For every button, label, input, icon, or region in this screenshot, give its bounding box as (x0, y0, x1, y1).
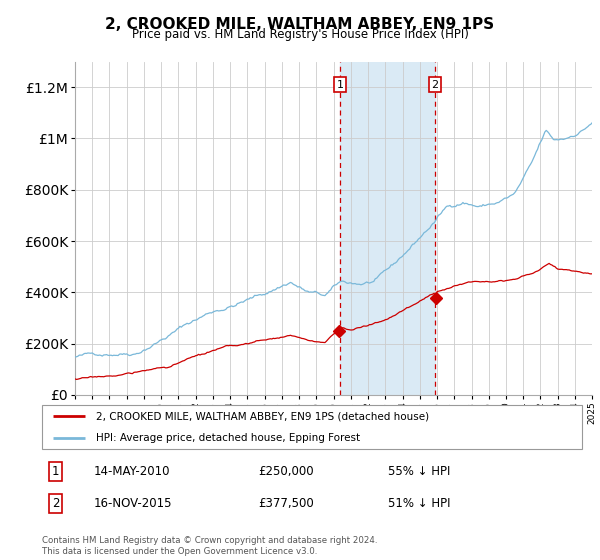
Text: 1: 1 (337, 80, 343, 90)
Text: 2: 2 (431, 80, 439, 90)
Text: 14-MAY-2010: 14-MAY-2010 (94, 465, 170, 478)
Bar (340, 62, 435, 395)
Text: 2, CROOKED MILE, WALTHAM ABBEY, EN9 1PS (detached house): 2, CROOKED MILE, WALTHAM ABBEY, EN9 1PS … (96, 412, 429, 421)
Text: £377,500: £377,500 (258, 497, 314, 510)
Text: 51% ↓ HPI: 51% ↓ HPI (388, 497, 450, 510)
Text: HPI: Average price, detached house, Epping Forest: HPI: Average price, detached house, Eppi… (96, 433, 360, 443)
Text: 55% ↓ HPI: 55% ↓ HPI (388, 465, 450, 478)
Text: 16-NOV-2015: 16-NOV-2015 (94, 497, 172, 510)
FancyBboxPatch shape (42, 405, 582, 449)
Text: 1: 1 (52, 465, 59, 478)
Text: £250,000: £250,000 (258, 465, 314, 478)
Text: 2, CROOKED MILE, WALTHAM ABBEY, EN9 1PS: 2, CROOKED MILE, WALTHAM ABBEY, EN9 1PS (106, 17, 494, 32)
Text: 2: 2 (52, 497, 59, 510)
Text: Contains HM Land Registry data © Crown copyright and database right 2024.
This d: Contains HM Land Registry data © Crown c… (42, 536, 377, 556)
Text: Price paid vs. HM Land Registry's House Price Index (HPI): Price paid vs. HM Land Registry's House … (131, 28, 469, 41)
